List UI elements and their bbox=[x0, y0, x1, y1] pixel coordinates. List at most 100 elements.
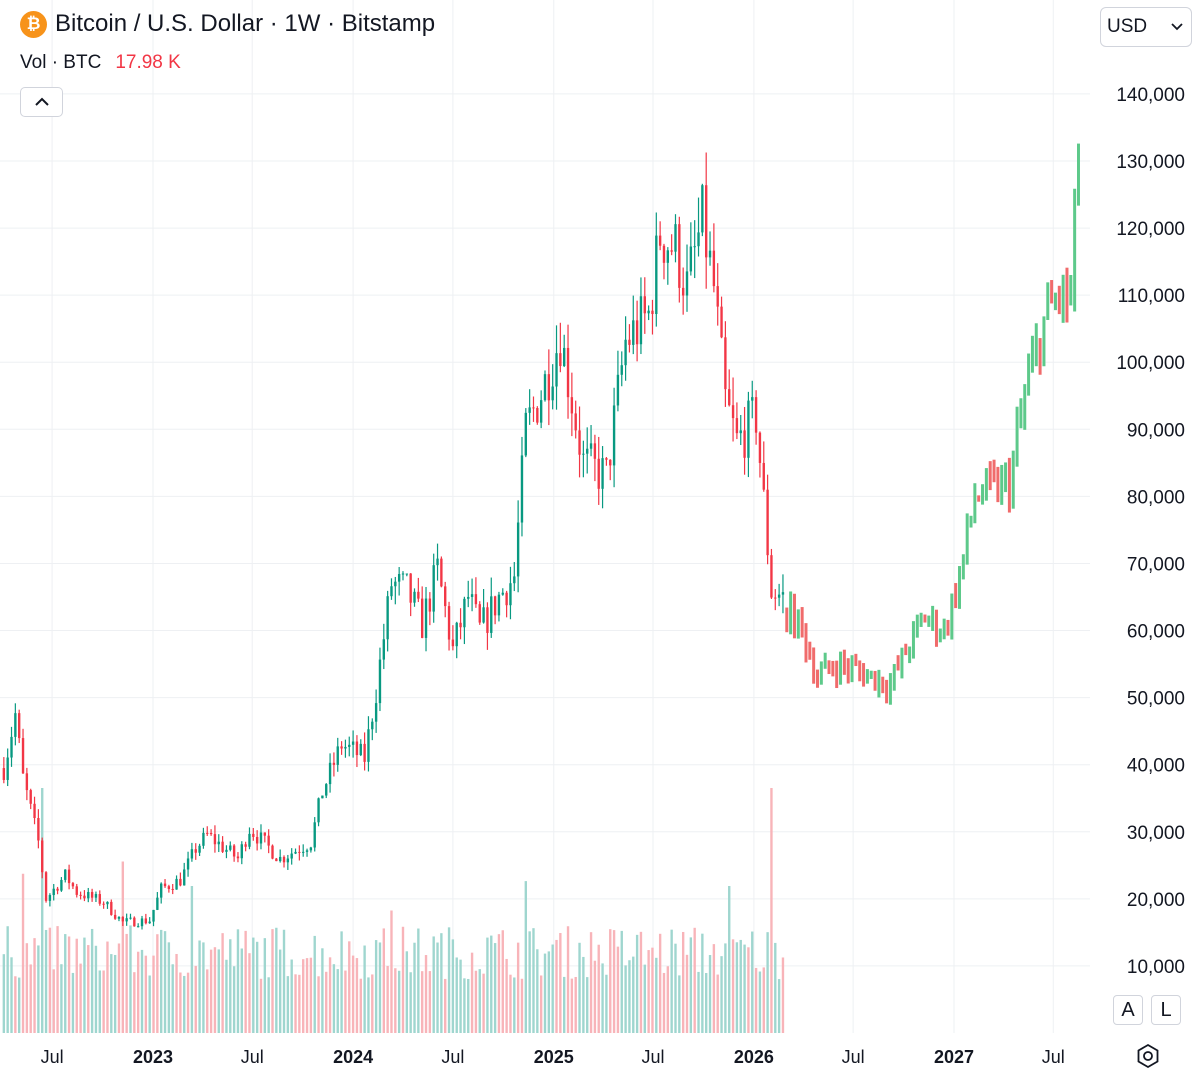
volume-bar bbox=[563, 976, 566, 1033]
volume-bar bbox=[148, 975, 151, 1033]
x-tick-label: Jul bbox=[842, 1047, 865, 1067]
time-axis[interactable]: Jul 2023 Jul 2024 Jul 2025 Jul 2026 Jul 2027 Jul bbox=[41, 1047, 1065, 1067]
volume-bar bbox=[681, 931, 685, 1033]
volume-bar bbox=[528, 931, 531, 1033]
volume-bar bbox=[106, 941, 109, 1033]
volume-bar bbox=[41, 788, 44, 1033]
volume-bar bbox=[183, 975, 186, 1033]
log-scale-button[interactable]: L bbox=[1151, 995, 1181, 1025]
bitcoin-icon: ₿ bbox=[20, 10, 47, 38]
candle-body bbox=[171, 888, 174, 890]
volume-bar bbox=[221, 933, 224, 1033]
volume-bar bbox=[67, 936, 71, 1033]
candle-body bbox=[217, 841, 220, 845]
x-tick-label: Jul bbox=[642, 1047, 665, 1067]
volume-bar bbox=[2, 954, 6, 1033]
volume-bar bbox=[371, 974, 374, 1033]
candle-body bbox=[106, 901, 109, 905]
candle-body bbox=[183, 869, 186, 886]
volume-bar bbox=[140, 949, 144, 1033]
auto-scale-button[interactable]: A bbox=[1113, 995, 1143, 1025]
candle-body bbox=[401, 573, 405, 575]
settings-icon bbox=[1137, 1043, 1159, 1069]
volume-bar bbox=[520, 978, 524, 1033]
x-tick-label: 2024 bbox=[333, 1047, 373, 1067]
candle-body bbox=[697, 232, 700, 247]
volume-bar bbox=[444, 978, 447, 1033]
volume-bar bbox=[305, 958, 309, 1033]
volume-bar bbox=[497, 934, 501, 1033]
volume-bar bbox=[735, 942, 739, 1033]
candle-body bbox=[194, 849, 197, 853]
candle-body bbox=[236, 856, 240, 859]
candle-body bbox=[328, 762, 332, 785]
candle-body bbox=[605, 458, 608, 460]
candle-body bbox=[286, 858, 290, 863]
candle-body bbox=[420, 598, 424, 638]
volume-bar bbox=[405, 951, 409, 1033]
candle-body bbox=[601, 458, 604, 489]
chevron-down-icon bbox=[1171, 23, 1183, 31]
volume-bar bbox=[294, 974, 297, 1033]
candle-body bbox=[309, 847, 313, 851]
candle-body bbox=[770, 555, 773, 598]
price-axis[interactable]: 10,000 20,000 30,000 40,000 50,000 60,000 70,0… bbox=[1116, 85, 1185, 978]
x-tick-label: 2027 bbox=[934, 1047, 974, 1067]
candle-body bbox=[336, 746, 339, 765]
volume-bar bbox=[163, 931, 167, 1033]
candle-body bbox=[90, 891, 94, 898]
candle-body bbox=[148, 921, 151, 924]
candle-body bbox=[524, 412, 527, 456]
volume-bar bbox=[774, 942, 777, 1033]
volume-bar bbox=[754, 967, 758, 1033]
candle-body bbox=[635, 320, 639, 345]
candle-body bbox=[647, 310, 650, 314]
volume-bar bbox=[167, 942, 171, 1033]
candle-body bbox=[110, 901, 113, 915]
symbol-title[interactable]: Bitcoin / U.S. Dollar · 1W · Bitstamp bbox=[55, 10, 436, 37]
candle-body bbox=[340, 746, 343, 749]
candle-body bbox=[371, 721, 374, 730]
candle-body bbox=[417, 591, 420, 599]
collapse-legend-button[interactable] bbox=[20, 87, 63, 117]
volume-bar bbox=[532, 928, 535, 1033]
volume-bar bbox=[658, 933, 662, 1033]
candle-body bbox=[536, 408, 539, 423]
candle-body bbox=[102, 903, 105, 905]
volume-bar bbox=[482, 973, 485, 1033]
volume-bar bbox=[133, 972, 136, 1033]
candle-body bbox=[60, 879, 63, 891]
volume-bar bbox=[48, 927, 52, 1033]
candle-body bbox=[643, 296, 646, 314]
y-tick-label: 30,000 bbox=[1127, 823, 1185, 844]
candle-body bbox=[766, 489, 769, 556]
candle-body bbox=[455, 622, 458, 647]
candle-body bbox=[612, 405, 616, 466]
candle-body bbox=[555, 353, 558, 387]
volume-bar bbox=[781, 957, 785, 1033]
chart-settings-button[interactable] bbox=[1134, 1042, 1162, 1070]
candle-body bbox=[321, 795, 324, 799]
candle-body bbox=[762, 462, 765, 490]
volume-bar bbox=[121, 861, 125, 1033]
candle-body bbox=[244, 844, 247, 847]
x-tick-label: Jul bbox=[241, 1047, 264, 1067]
volume-bar bbox=[14, 976, 17, 1033]
candle-body bbox=[355, 741, 359, 756]
currency-select[interactable]: USD bbox=[1100, 7, 1192, 47]
volume-bar bbox=[493, 943, 497, 1033]
candle-body bbox=[213, 834, 217, 845]
volume-bar bbox=[597, 944, 600, 1033]
candle-body bbox=[781, 592, 785, 595]
volume-bar bbox=[282, 929, 286, 1033]
candle-body bbox=[658, 235, 662, 246]
volume-label: Vol · BTC bbox=[20, 52, 102, 73]
candle-body bbox=[674, 224, 677, 252]
volume-bar bbox=[75, 938, 78, 1033]
candle-body bbox=[252, 833, 255, 837]
candle-body bbox=[463, 598, 466, 628]
candle-body bbox=[528, 407, 531, 413]
candle-body bbox=[470, 594, 474, 597]
candle-body bbox=[516, 522, 520, 577]
